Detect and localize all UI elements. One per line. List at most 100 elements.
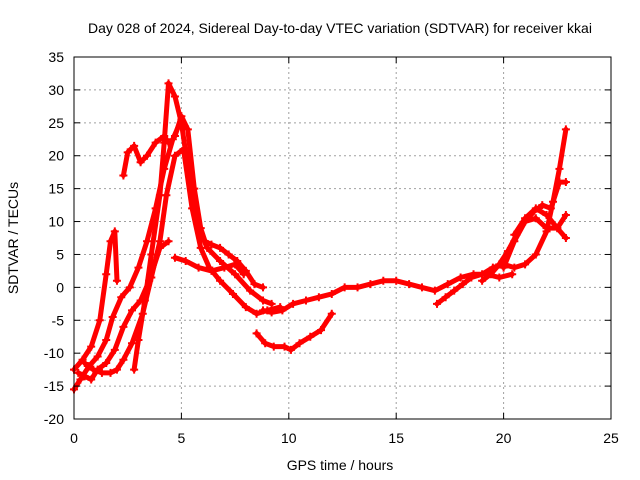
data-point: [405, 280, 414, 289]
data-point: [433, 299, 442, 308]
data-point: [196, 224, 205, 233]
data-point: [510, 263, 519, 272]
data-point: [521, 214, 530, 223]
data-point: [93, 352, 102, 361]
data-point: [301, 296, 310, 305]
data-point: [138, 309, 147, 318]
data-point: [119, 171, 128, 180]
data-point: [102, 336, 111, 345]
data-point: [201, 237, 210, 246]
series-track-14: [510, 204, 570, 242]
data-point: [267, 299, 276, 308]
data-point: [119, 322, 128, 331]
data-point: [106, 368, 115, 377]
data-point: [151, 138, 160, 147]
data-point: [147, 250, 156, 259]
data-point: [417, 283, 426, 292]
data-point: [95, 316, 104, 325]
data-point: [130, 365, 139, 374]
data-point: [392, 276, 401, 285]
series-trace: [511, 205, 569, 241]
data-point: [143, 151, 152, 160]
data-point: [561, 178, 570, 187]
data-point: [317, 326, 326, 335]
y-tick-label: 5: [56, 246, 64, 262]
data-point: [112, 276, 121, 285]
data-point: [478, 276, 487, 285]
data-point: [181, 257, 190, 266]
data-point: [561, 125, 570, 134]
data-point: [250, 280, 259, 289]
data-point: [495, 273, 504, 282]
data-point: [130, 141, 139, 150]
data-point: [74, 368, 83, 377]
data-point: [207, 266, 216, 275]
data-point: [456, 273, 465, 282]
data-point: [87, 342, 96, 351]
data-point: [259, 296, 268, 305]
data-point: [127, 306, 136, 315]
data-point: [379, 276, 388, 285]
data-point: [183, 125, 192, 134]
data-point: [119, 355, 128, 364]
data-point: [239, 270, 248, 279]
y-tick-label: -20: [44, 411, 64, 427]
data-point: [155, 243, 164, 252]
data-point: [538, 201, 547, 210]
data-point: [179, 145, 188, 154]
data-point: [259, 306, 268, 315]
data-point: [561, 210, 570, 219]
data-point: [443, 280, 452, 289]
series-track-13: [499, 210, 570, 272]
data-point: [510, 230, 519, 239]
data-point: [194, 263, 203, 272]
data-point: [216, 276, 225, 285]
data-point: [269, 342, 278, 351]
y-tick-label: -15: [44, 378, 64, 394]
data-point: [259, 283, 268, 292]
data-point: [110, 227, 119, 236]
data-point: [314, 293, 323, 302]
data-point: [430, 286, 439, 295]
data-point: [531, 204, 540, 213]
series-track-8: [170, 253, 248, 279]
series-trace: [82, 146, 283, 376]
data-point: [458, 280, 467, 289]
data-point: [80, 359, 89, 368]
data-point: [327, 289, 336, 298]
data-point: [531, 214, 540, 223]
data-point: [231, 260, 240, 269]
data-point: [220, 263, 229, 272]
y-tick-label: 0: [56, 279, 64, 295]
y-tick-label: 35: [48, 49, 64, 65]
data-point: [136, 296, 145, 305]
data-point: [143, 237, 152, 246]
data-point: [561, 234, 570, 242]
x-tick-label: 15: [388, 430, 404, 446]
data-point: [112, 365, 121, 374]
data-point: [467, 273, 476, 282]
data-point: [76, 375, 85, 384]
data-point: [441, 293, 450, 302]
data-point: [127, 339, 136, 348]
y-tick-label: -10: [44, 345, 64, 361]
data-point: [160, 138, 169, 147]
data-point: [508, 270, 517, 279]
x-tick-label: 25: [603, 430, 619, 446]
data-point: [164, 237, 173, 246]
data-point: [108, 312, 117, 321]
data-point: [295, 339, 304, 348]
data-point: [134, 263, 143, 272]
data-point: [286, 345, 295, 354]
data-point: [231, 270, 240, 279]
data-point: [177, 112, 186, 121]
y-tick-label: 10: [48, 214, 64, 230]
data-point: [102, 359, 111, 368]
data-point: [542, 210, 551, 219]
y-tick-label: -5: [52, 312, 65, 328]
data-point: [228, 289, 237, 298]
data-point: [80, 372, 89, 381]
data-point: [252, 329, 261, 338]
data-point: [340, 283, 349, 292]
